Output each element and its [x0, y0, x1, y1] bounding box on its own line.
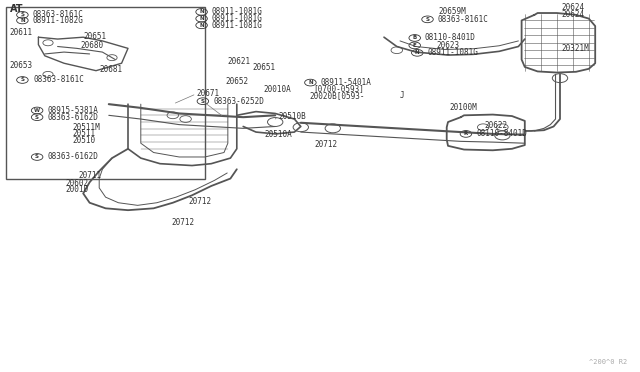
Text: 08363-6162D: 08363-6162D — [47, 113, 98, 122]
Text: 20671: 20671 — [196, 89, 220, 98]
Text: 20321M: 20321M — [562, 44, 589, 53]
Text: 20010: 20010 — [66, 185, 89, 194]
Text: 20711: 20711 — [79, 171, 102, 180]
Text: 20651: 20651 — [253, 63, 276, 72]
Text: N: N — [199, 16, 204, 21]
Text: AT: AT — [10, 4, 23, 14]
Text: S: S — [20, 77, 24, 83]
Text: 20651: 20651 — [83, 32, 106, 41]
Text: 20100M: 20100M — [449, 103, 477, 112]
Text: 20010A: 20010A — [264, 85, 291, 94]
Text: 20712: 20712 — [315, 140, 338, 149]
Text: 20511: 20511 — [72, 129, 95, 138]
Text: S: S — [201, 99, 205, 104]
Text: S: S — [35, 115, 39, 120]
Text: 20624: 20624 — [562, 10, 585, 19]
Text: 20510: 20510 — [72, 136, 95, 145]
Text: 08915-5381A: 08915-5381A — [47, 106, 98, 115]
Text: 20652: 20652 — [225, 77, 248, 86]
Text: 20681: 20681 — [99, 65, 122, 74]
Text: 20680: 20680 — [80, 41, 103, 50]
Text: J: J — [400, 91, 404, 100]
Text: 08363-8161C: 08363-8161C — [33, 10, 83, 19]
Text: 08911-1081G: 08911-1081G — [212, 7, 262, 16]
Text: N: N — [199, 9, 204, 15]
Text: 20020B[0593-: 20020B[0593- — [310, 91, 365, 100]
FancyBboxPatch shape — [6, 7, 205, 179]
Text: W: W — [34, 108, 40, 113]
Text: 08911-5401A: 08911-5401A — [321, 78, 371, 87]
Text: B: B — [413, 35, 417, 41]
Text: E: E — [413, 43, 417, 48]
Text: 20511M: 20511M — [72, 123, 100, 132]
Text: R: R — [464, 131, 468, 137]
Text: 20621: 20621 — [227, 57, 250, 66]
Text: S: S — [35, 154, 39, 160]
Text: 08110-8401D: 08110-8401D — [476, 129, 527, 138]
Text: N: N — [199, 23, 204, 28]
Text: 20510B: 20510B — [278, 112, 306, 121]
Text: 08911-1081G: 08911-1081G — [212, 21, 262, 30]
Text: 08911-1082G: 08911-1082G — [33, 16, 83, 25]
Text: S: S — [426, 17, 429, 22]
Text: 20712: 20712 — [189, 197, 212, 206]
Text: 20622: 20622 — [484, 121, 508, 130]
Text: 20611: 20611 — [10, 28, 33, 37]
Text: 08363-8161C: 08363-8161C — [438, 15, 488, 24]
Text: 08363-8161C: 08363-8161C — [33, 76, 84, 84]
Text: 20653: 20653 — [10, 61, 33, 70]
Text: 08110-8401D: 08110-8401D — [425, 33, 476, 42]
Text: N: N — [308, 80, 313, 85]
Text: 08911-1081G: 08911-1081G — [212, 14, 262, 23]
Text: 08911-1081G: 08911-1081G — [428, 48, 478, 57]
Text: 20659M: 20659M — [438, 7, 466, 16]
Text: 20510A: 20510A — [264, 130, 292, 139]
Text: N: N — [20, 18, 25, 23]
Text: 20712: 20712 — [172, 218, 195, 227]
Text: [0700-0593]: [0700-0593] — [313, 84, 364, 93]
Text: S: S — [20, 12, 24, 17]
Text: 20623: 20623 — [436, 41, 460, 50]
Text: 20602: 20602 — [66, 179, 89, 187]
Text: 08363-6252D: 08363-6252D — [213, 97, 264, 106]
Text: N: N — [415, 50, 420, 55]
Text: ^200^0 R2: ^200^0 R2 — [589, 359, 627, 365]
Text: 08363-6162D: 08363-6162D — [47, 153, 98, 161]
Text: 20624: 20624 — [562, 3, 585, 12]
